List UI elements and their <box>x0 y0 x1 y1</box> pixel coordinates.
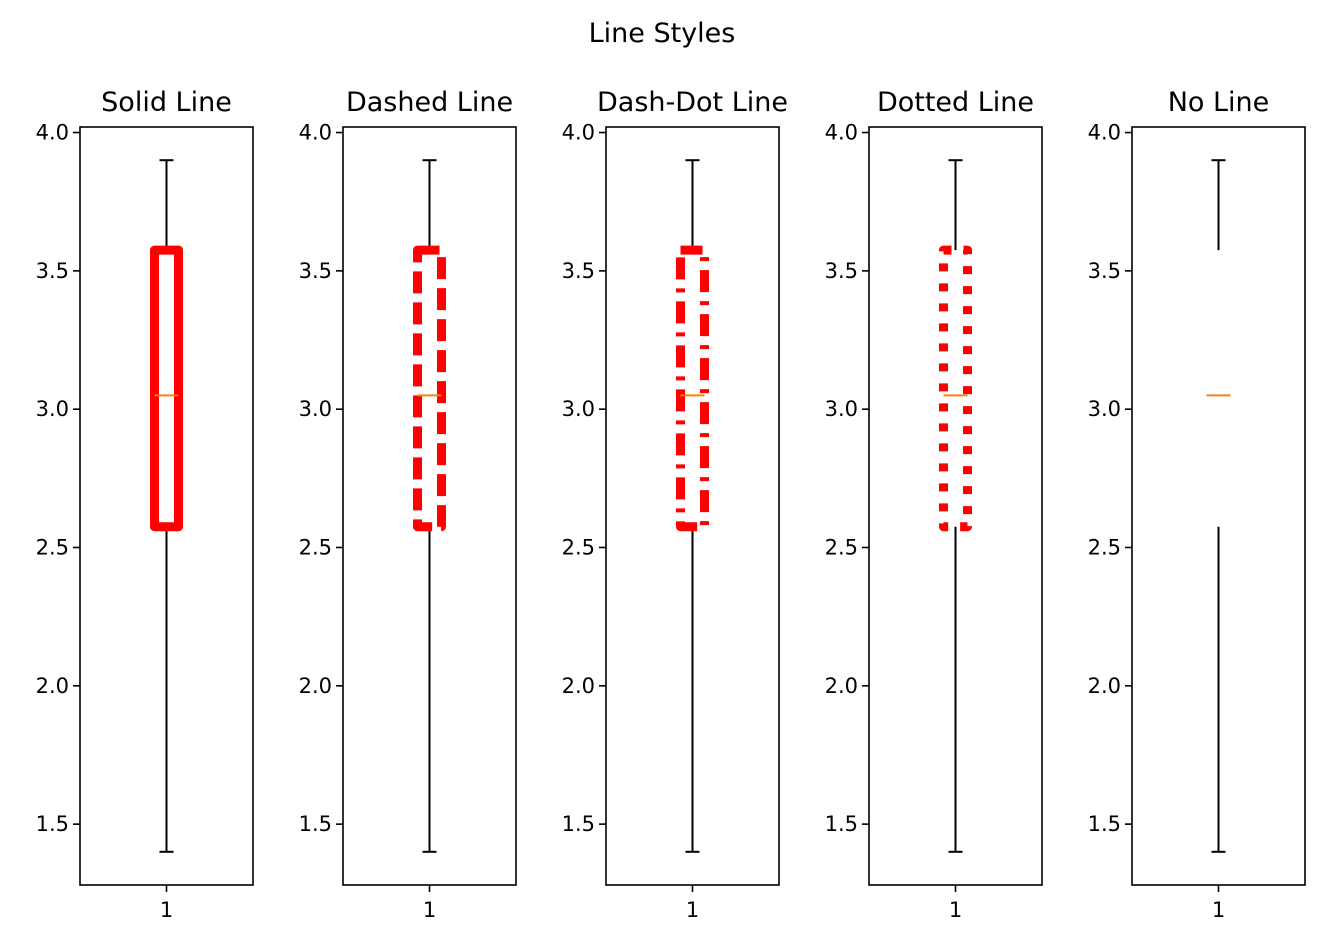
panel-title: No Line <box>1168 87 1270 118</box>
y-tick-label: 3.5 <box>299 259 332 283</box>
y-tick-label: 1.5 <box>299 812 332 836</box>
x-tick-label: 1 <box>160 898 173 922</box>
y-tick-label: 1.5 <box>36 812 69 836</box>
y-tick-label: 3.0 <box>36 397 69 421</box>
panel-title: Dash-Dot Line <box>597 87 788 118</box>
y-tick-label: 3.5 <box>825 259 858 283</box>
panel-dotted: Dotted Line 1.5 2.0 2.5 3.0 3.5 4.0 1 <box>825 87 1043 922</box>
y-tick-label: 3.0 <box>1088 397 1121 421</box>
y-tick-label: 2.0 <box>562 674 595 698</box>
y-tick-label: 2.0 <box>299 674 332 698</box>
iqr-box <box>413 245 446 532</box>
panel-dashed: Dashed Line 1.5 2.0 2.5 3.0 3.5 4.0 1 <box>299 87 517 922</box>
y-tick-label: 4.0 <box>825 121 858 145</box>
x-tick-label: 1 <box>423 898 436 922</box>
y-tick-label: 2.0 <box>1088 674 1121 698</box>
y-tick-label: 3.5 <box>36 259 69 283</box>
y-tick-label: 3.0 <box>562 397 595 421</box>
panel-none: No Line 1.5 2.0 2.5 3.0 3.5 4.0 1 <box>1088 87 1306 922</box>
y-tick-label: 1.5 <box>562 812 595 836</box>
y-tick-label: 2.5 <box>825 535 858 559</box>
figure-title: Line Styles <box>589 18 736 49</box>
panel-title: Solid Line <box>101 87 232 118</box>
y-tick-label: 4.0 <box>36 121 69 145</box>
y-tick-label: 3.5 <box>562 259 595 283</box>
y-tick-label: 4.0 <box>1088 121 1121 145</box>
panel-title: Dotted Line <box>877 87 1034 118</box>
y-tick-label: 3.5 <box>1088 259 1121 283</box>
y-tick-label: 3.0 <box>299 397 332 421</box>
panel-dashdot: Dash-Dot Line 1.5 2.0 2.5 3.0 3.5 4.0 1 <box>562 87 788 922</box>
y-tick-label: 2.5 <box>36 535 69 559</box>
y-tick-label: 2.5 <box>562 535 595 559</box>
y-tick-label: 3.0 <box>825 397 858 421</box>
x-tick-label: 1 <box>686 898 699 922</box>
y-tick-label: 4.0 <box>562 121 595 145</box>
x-tick-label: 1 <box>1212 898 1225 922</box>
y-tick-label: 2.0 <box>825 674 858 698</box>
iqr-box <box>939 245 972 532</box>
y-tick-label: 1.5 <box>825 812 858 836</box>
iqr-box <box>676 245 709 532</box>
panel-solid: Solid Line 1.5 2.0 2.5 3.0 3.5 4.0 1 <box>36 87 254 922</box>
y-tick-label: 2.5 <box>1088 535 1121 559</box>
x-tick-label: 1 <box>949 898 962 922</box>
iqr-box <box>150 245 183 532</box>
y-tick-label: 2.5 <box>299 535 332 559</box>
y-tick-label: 1.5 <box>1088 812 1121 836</box>
y-tick-label: 2.0 <box>36 674 69 698</box>
panel-title: Dashed Line <box>346 87 513 118</box>
y-tick-label: 4.0 <box>299 121 332 145</box>
